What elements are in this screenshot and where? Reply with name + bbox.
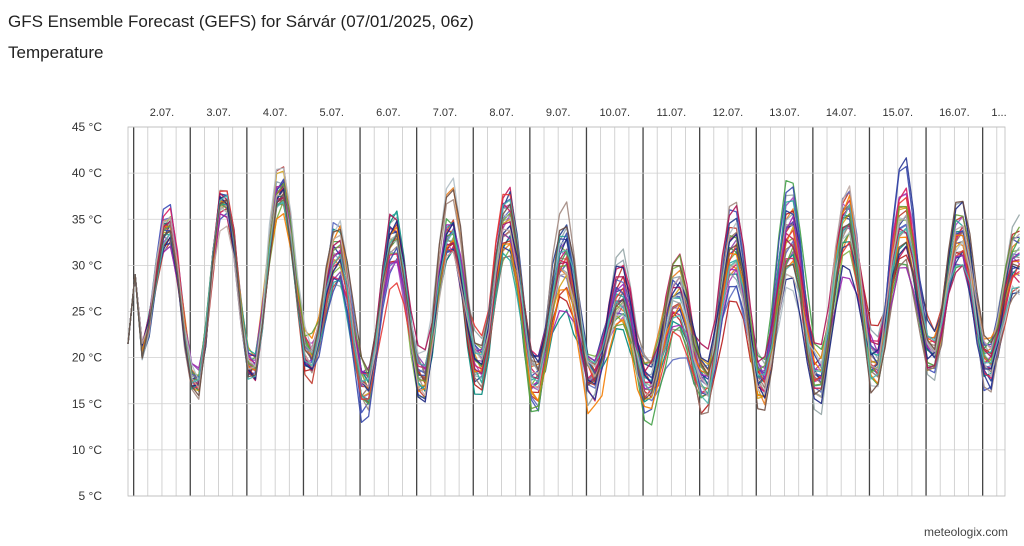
x-day-label: 1... bbox=[991, 107, 1006, 119]
x-day-label: 14.07. bbox=[826, 107, 857, 119]
ensemble-member-line bbox=[127, 189, 1020, 411]
y-tick-label: 20 °C bbox=[72, 351, 102, 365]
x-day-label: 16.07. bbox=[939, 107, 970, 119]
y-tick-label: 30 °C bbox=[72, 258, 102, 272]
axes: 5 °C 10 °C 15 °C 20 °C 25 °C 30 °C 35 °C 40 °C 4… bbox=[72, 107, 1007, 503]
x-day-label: 7.07. bbox=[433, 107, 457, 119]
y-tick-label: 5 °C bbox=[79, 489, 103, 503]
y-tick-label: 45 °C bbox=[72, 120, 102, 134]
x-day-label: 11.07. bbox=[656, 107, 686, 119]
chart-subtitle: Temperature bbox=[8, 43, 104, 62]
ensemble-member-line bbox=[127, 182, 1021, 410]
x-day-label: 8.07. bbox=[489, 107, 513, 119]
credit-text: meteologix.com bbox=[923, 525, 1008, 539]
y-tick-label: 40 °C bbox=[72, 166, 102, 180]
x-day-label: 5.07. bbox=[320, 107, 344, 119]
x-day-label: 6.07. bbox=[376, 107, 400, 119]
chart-title: GFS Ensemble Forecast (GEFS) for Sárvár … bbox=[8, 12, 474, 31]
y-tick-label: 15 °C bbox=[72, 397, 102, 411]
series-group bbox=[127, 157, 1021, 426]
x-day-label: 12.07. bbox=[713, 107, 744, 119]
x-day-label: 10.07. bbox=[599, 107, 630, 119]
x-day-label: 3.07. bbox=[206, 107, 230, 119]
y-tick-label: 25 °C bbox=[72, 305, 102, 319]
y-tick-label: 35 °C bbox=[72, 212, 102, 226]
x-day-label: 9.07. bbox=[546, 107, 570, 119]
ensemble-member-line bbox=[127, 185, 1020, 397]
x-day-label: 13.07. bbox=[769, 107, 800, 119]
x-day-label: 4.07. bbox=[263, 107, 287, 119]
ensemble-member-line bbox=[127, 181, 1021, 401]
x-day-label: 2.07. bbox=[150, 107, 174, 119]
y-tick-label: 10 °C bbox=[72, 443, 102, 457]
x-day-label: 15.07. bbox=[882, 107, 913, 119]
